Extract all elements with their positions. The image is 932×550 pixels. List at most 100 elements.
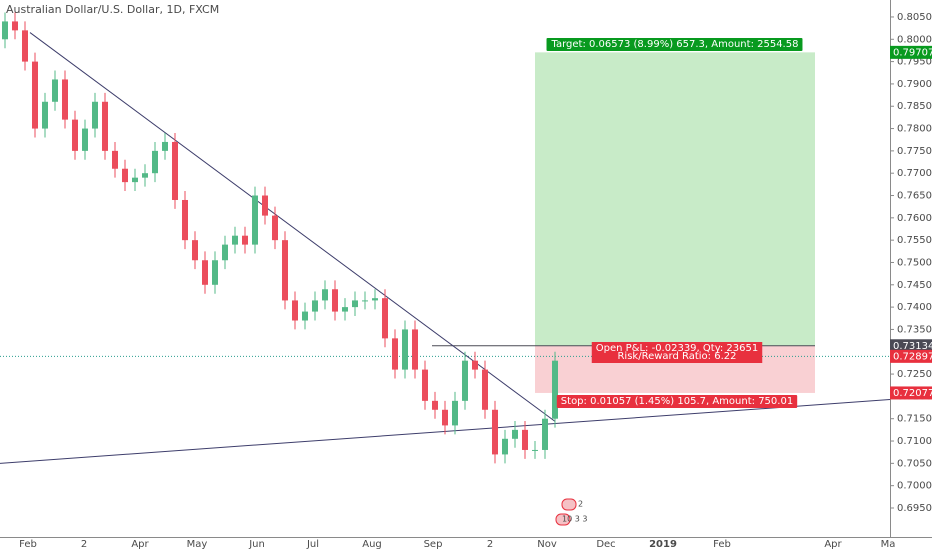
candle-body [232,235,238,245]
candle-body [262,195,268,216]
x-tick-label: Ma [881,539,896,550]
plot-area [0,12,891,464]
candle-body [362,300,368,302]
candle-body [332,289,338,312]
candle-body [522,429,528,450]
x-tick-label: Apr [824,539,842,550]
target-label: Target: 0.06573 (8.99%) 657.3, Amount: 2… [551,39,799,50]
candle-body [452,400,458,426]
pnl-label: Open P&L: -0.02339, Qty: 23651 [596,343,759,354]
candle-body [502,438,508,455]
candle-body [302,311,308,321]
y-tick-label: 0.80500 [897,12,932,23]
chart-title: Australian Dollar/U.S. Dollar, 1D, FXCM [6,3,219,16]
price-tag-label: 0.79707 [893,47,932,58]
candle-body [252,195,258,245]
candle-body [462,360,468,401]
x-tick-label: 2019 [649,539,677,550]
candle-body [422,369,428,401]
x-tick-label: Sep [424,539,443,550]
x-tick-label: May [187,539,208,550]
candle-body [212,260,218,285]
candle-body [392,338,398,370]
pnl-box [591,342,763,363]
candle-body [372,298,378,301]
event-marker [561,498,577,511]
candle-body [12,21,18,31]
candle-body [122,168,128,183]
price-tag-label: 0.72077 [893,388,932,399]
candle-body [32,61,38,129]
x-tick-label: 2 [487,539,493,550]
ratio-label: Risk/Reward Ratio: 6.22 [617,351,736,362]
candle-body [292,300,298,321]
candle-body [312,300,318,312]
candle-body [512,429,518,439]
event-marker [555,513,571,526]
price-tag [890,386,932,400]
candle-body [82,128,88,151]
profit-zone [535,52,815,346]
candle-body [552,360,558,419]
candle-body [382,298,388,339]
x-tick-label: Aug [362,539,382,550]
candle-body [132,177,138,183]
x-tick-label: Jun [248,539,265,550]
candle-body [102,101,108,151]
candle-body [42,101,48,129]
x-tick-label: Nov [537,539,557,550]
x-tick-label: Feb [19,539,37,550]
candle-body [112,150,118,169]
event-marker-label: 2 [578,500,583,509]
candle-body [202,260,208,285]
x-tick-label: Feb [713,539,731,550]
price-tag-label: 0.73134 [893,341,932,352]
price-tag [890,339,932,353]
candle-body [472,360,478,370]
event-marker-label: 10 3 3 [562,515,587,524]
stop-label-box [556,395,798,408]
candle-body [442,409,448,426]
candle-body [542,418,548,450]
x-tick-label: 2 [81,539,87,550]
candle-body [92,101,98,129]
candle-body [182,199,188,241]
price-tag-label: 0.72897 [893,351,932,362]
candle-body [322,289,328,301]
candle-body [492,409,498,455]
candle-body [222,244,228,261]
candle-body [412,329,418,370]
x-tick-label: Apr [131,539,149,550]
candle-body [482,369,488,410]
target-label-box [546,38,803,51]
candle-body [2,21,8,40]
candle-body [272,215,278,241]
candle-body [62,79,68,120]
candle-body [152,150,158,174]
candle-body [22,30,28,62]
stop-label: Stop: 0.01057 (1.45%) 105.7, Amount: 750… [561,396,793,407]
candle-body [172,141,178,200]
price-tag [890,349,932,363]
x-tick-label: Jul [306,539,319,550]
candle-body [242,235,248,245]
candle-body [52,79,58,102]
x-tick-label: Dec [596,539,615,550]
candle-body [432,400,438,410]
candle-body [282,240,288,301]
